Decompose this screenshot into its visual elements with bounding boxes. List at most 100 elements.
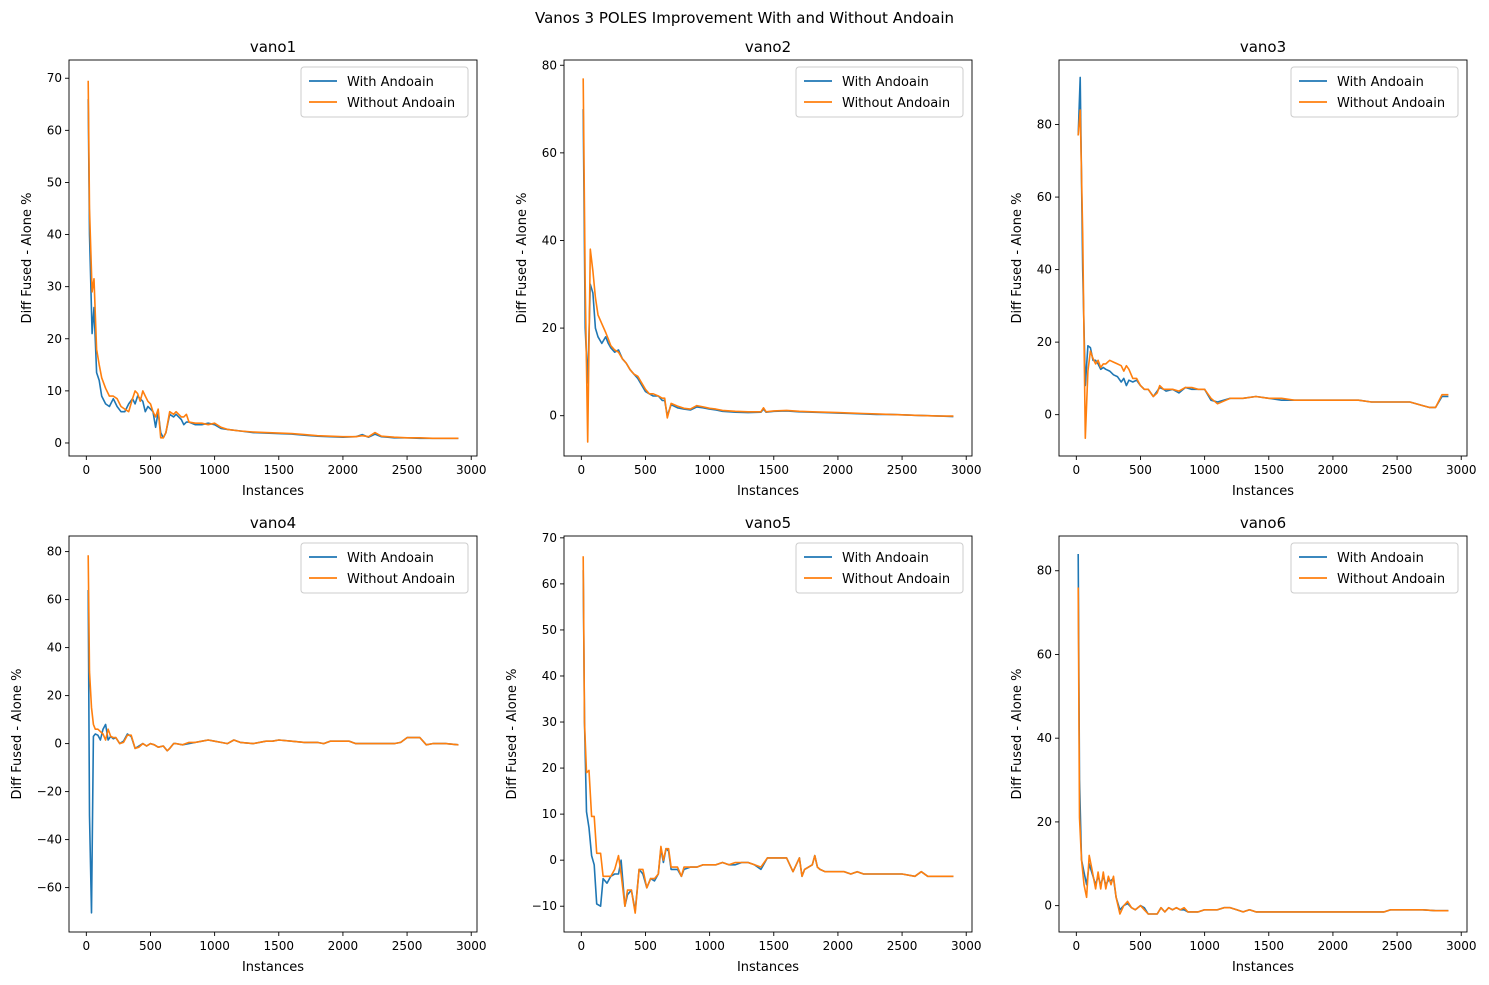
x-tick-label: 3000	[951, 939, 982, 953]
legend-label: Without Andoain	[1337, 572, 1445, 587]
subplot-vano3: vano3 0 500 1000 1500 2000 2500 3000 0 20 40 60 80 In…	[1010, 38, 1476, 499]
legend: With Andoain Without Andoain	[1290, 542, 1459, 594]
y-tick-label: 60	[47, 123, 62, 137]
x-tick-label: 1000	[1189, 463, 1220, 477]
x-tick-label: 2000	[1318, 463, 1349, 477]
x-tick-label: 3000	[456, 463, 487, 477]
legend-box	[1290, 66, 1459, 118]
x-axis-label: Instances	[242, 484, 304, 499]
y-tick-label: 40	[542, 669, 557, 683]
y-tick-label: 50	[542, 623, 557, 637]
series-line-without-andoain	[87, 555, 459, 752]
subplot-vano1: vano1 0 500 1000 1500 2000 2500 3000 0 10 20 30 40 50…	[20, 38, 486, 499]
y-tick-label: 60	[1037, 190, 1052, 204]
series-line-without-andoain	[582, 556, 954, 914]
subplot-title: vano6	[1240, 514, 1286, 532]
x-tick-label: 1500	[264, 939, 295, 953]
y-tick-label: 0	[1044, 408, 1052, 422]
legend-label: Without Andoain	[1337, 96, 1445, 111]
x-tick-label: 1500	[759, 463, 790, 477]
y-tick-label: 10	[542, 807, 557, 821]
y-tick-label: −60	[37, 881, 62, 895]
subplot-title: vano5	[745, 514, 791, 532]
x-tick-label: 500	[1129, 939, 1152, 953]
y-tick-label: 40	[47, 641, 62, 655]
y-tick-label: 40	[47, 228, 62, 242]
y-tick-label: 0	[1044, 899, 1052, 913]
x-tick-label: 500	[139, 463, 162, 477]
x-tick-label: 2000	[328, 939, 359, 953]
y-tick-label: 20	[47, 332, 62, 346]
x-tick-label: 2500	[887, 939, 918, 953]
x-tick-label: 3000	[456, 939, 487, 953]
x-axis-label: Instances	[737, 484, 799, 499]
legend: With Andoain Without Andoain	[300, 542, 469, 594]
x-tick-label: 3000	[1446, 463, 1477, 477]
y-tick-label: 50	[47, 175, 62, 189]
y-tick-label: 60	[1037, 647, 1052, 661]
y-tick-label: 20	[47, 689, 62, 703]
x-tick-label: 1000	[1189, 939, 1220, 953]
legend: With Andoain Without Andoain	[795, 66, 964, 118]
axes-frame	[563, 59, 973, 457]
y-axis-label: Diff Fused - Alone %	[1010, 193, 1025, 324]
legend-label: Without Andoain	[842, 572, 950, 587]
y-axis-label: Diff Fused - Alone %	[1010, 669, 1025, 800]
y-tick-label: 60	[542, 577, 557, 591]
axes-frame	[1058, 59, 1468, 457]
y-tick-label: 40	[1037, 731, 1052, 745]
y-tick-label: 0	[54, 737, 62, 751]
x-tick-label: 3000	[951, 463, 982, 477]
y-tick-label: 20	[1037, 335, 1052, 349]
subplot-vano2: vano2 0 500 1000 1500 2000 2500 3000 0 20 40 60 80 In…	[515, 38, 981, 499]
x-tick-label: 1000	[694, 463, 725, 477]
y-axis-label: Diff Fused - Alone %	[505, 669, 520, 800]
x-tick-label: 0	[578, 463, 586, 477]
x-axis-label: Instances	[737, 960, 799, 975]
x-axis-label: Instances	[1232, 960, 1294, 975]
y-tick-label: 40	[1037, 263, 1052, 277]
x-tick-label: 1000	[694, 939, 725, 953]
x-tick-label: 2000	[823, 939, 854, 953]
legend-box	[795, 66, 964, 118]
y-tick-label: 80	[542, 58, 557, 72]
figure-title: Vanos 3 POLES Improvement With and Witho…	[535, 9, 954, 27]
subplot-vano5: vano5 0 500 1000 1500 2000 2500 3000 −10 0 10 20 30 4…	[505, 514, 981, 975]
x-tick-label: 1000	[199, 939, 230, 953]
y-axis-label: Diff Fused - Alone %	[20, 193, 35, 324]
x-tick-label: 1500	[1254, 939, 1285, 953]
y-axis-label: Diff Fused - Alone %	[515, 193, 530, 324]
axes-frame	[563, 535, 973, 933]
legend: With Andoain Without Andoain	[300, 66, 469, 118]
y-tick-label: 30	[47, 280, 62, 294]
legend-label: With Andoain	[842, 551, 929, 566]
series-line-with-andoain	[87, 589, 459, 914]
x-tick-label: 2000	[328, 463, 359, 477]
y-tick-label: −10	[532, 899, 557, 913]
y-tick-label: 60	[542, 146, 557, 160]
x-tick-label: 2500	[392, 939, 423, 953]
series-line-with-andoain	[582, 570, 954, 912]
x-tick-label: 1000	[199, 463, 230, 477]
y-tick-label: 80	[1037, 564, 1052, 578]
y-tick-label: 80	[1037, 118, 1052, 132]
x-tick-label: 1500	[1254, 463, 1285, 477]
legend-label: With Andoain	[1337, 551, 1424, 566]
x-tick-label: 2000	[1318, 939, 1349, 953]
x-tick-label: 2500	[392, 463, 423, 477]
series-line-without-andoain	[1077, 109, 1449, 440]
y-tick-label: 40	[542, 233, 557, 247]
axes-frame	[1058, 535, 1468, 933]
x-axis-label: Instances	[1232, 484, 1294, 499]
x-tick-label: 0	[1073, 939, 1081, 953]
y-tick-label: 0	[549, 409, 557, 423]
x-tick-label: 2500	[1382, 463, 1413, 477]
y-tick-label: −20	[37, 785, 62, 799]
y-tick-label: 0	[54, 436, 62, 450]
series-line-with-andoain	[582, 109, 954, 418]
y-tick-label: 80	[47, 545, 62, 559]
subplot-title: vano4	[250, 514, 296, 532]
x-tick-label: 0	[83, 939, 91, 953]
legend-label: With Andoain	[1337, 75, 1424, 90]
y-axis-label: Diff Fused - Alone %	[10, 669, 25, 800]
